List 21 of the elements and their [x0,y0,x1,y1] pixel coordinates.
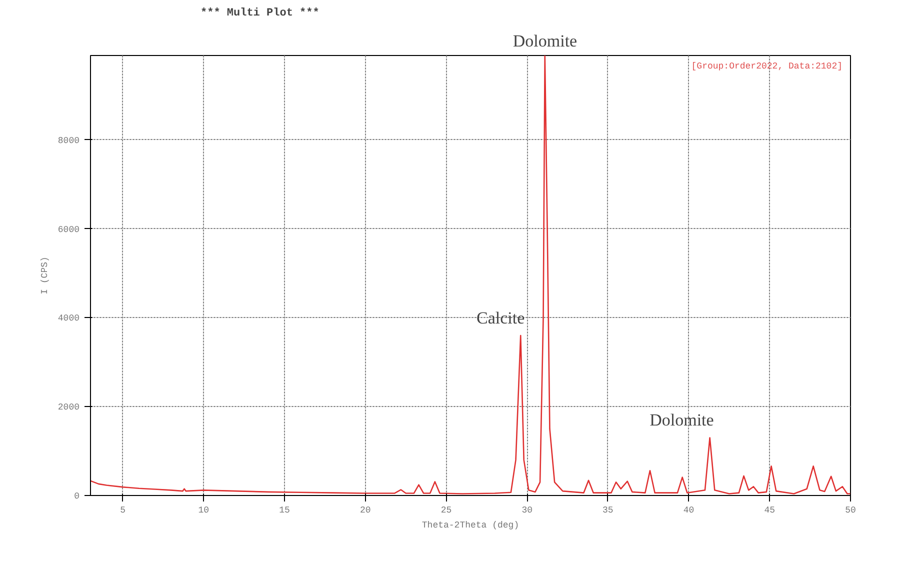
annotation: [Group:Order2022, Data:2102] [691,62,843,72]
y-tick-label: 4000 [58,314,80,324]
x-tick-label: 45 [764,506,776,516]
annotation: Dolomite [512,32,578,50]
y-axis-title: I (CPS) [40,256,50,294]
x-tick-label: 35 [602,506,614,516]
annotation: Dolomite [650,410,714,430]
x-tick-label: 5 [120,506,126,516]
x-tick-label: 40 [683,506,694,516]
x-tick-label: 25 [440,506,452,516]
x-tick-label: 10 [198,506,210,516]
x-axis-title: Theta-2Theta (deg) [422,520,520,530]
x-tick-label: 30 [522,506,533,516]
y-tick-label: 0 [74,492,80,502]
x-tick-label: 15 [279,506,290,516]
x-tick-label: 20 [360,506,371,516]
y-tick-label: 8000 [58,136,80,146]
chart-title: *** Multi Plot *** [200,8,320,20]
y-tick-label: 6000 [58,224,80,235]
x-tick-label: 50 [845,506,856,516]
y-tick-label: 2000 [58,402,80,413]
